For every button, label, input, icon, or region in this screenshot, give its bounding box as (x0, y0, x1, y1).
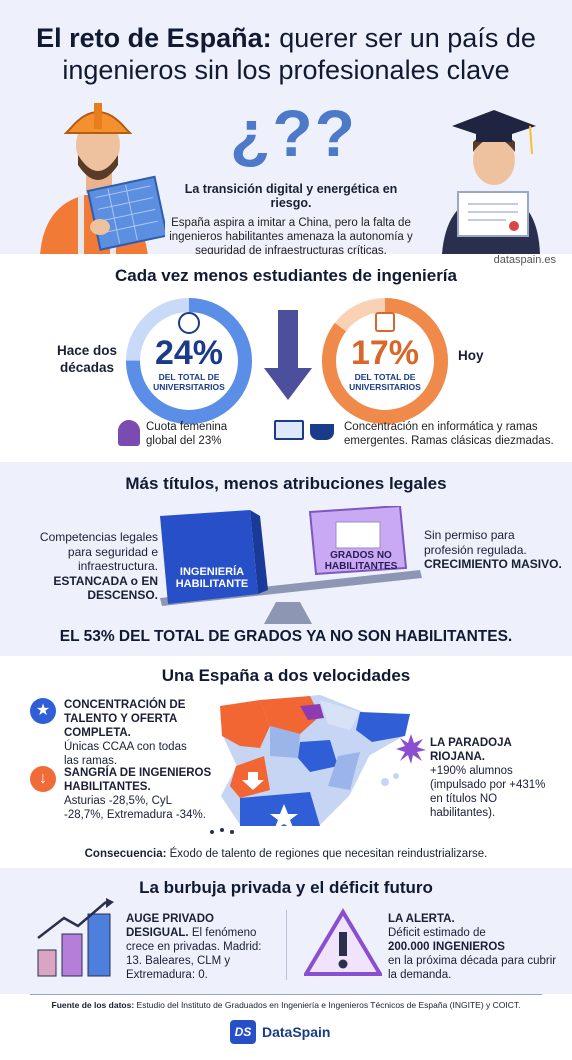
bubble-left: AUGE PRIVADO DESIGUAL. El fenómeno crece… (126, 913, 262, 981)
calendar-icon (375, 312, 395, 332)
titles-title: Más títulos, menos atribuciones legales (125, 474, 447, 493)
spain-map (210, 693, 411, 834)
left-caption: DEL TOTAL DE UNIVERSITARIOS (153, 372, 225, 392)
students-title: Cada vez menos estudiantes de ingeniería (114, 266, 457, 285)
spain-item3: LA PARADOJA RIOJANA. +190% alumnos (impul… (430, 737, 546, 819)
spain-consequence: Consecuencia: Éxodo de talento de region… (84, 848, 488, 860)
concentration-text: Concentración en informática y ramas eme… (344, 421, 554, 447)
down-arrow-badge-icon: ↓ (30, 766, 56, 792)
bubble-right: LA ALERTA. Déficit estimado de 200.000 I… (388, 913, 557, 981)
star-icon: ★ (30, 698, 56, 724)
female-text: Cuota femenina global del 23% (146, 421, 228, 447)
right-caption: DEL TOTAL DE UNIVERSITARIOS (349, 372, 421, 392)
graduate-illustration (442, 110, 540, 254)
titles-stat: EL 53% DEL TOTAL DE GRADOS YA NO SON HAB… (59, 628, 513, 645)
footer-source: Fuente de los datos: Estudio del Institu… (51, 1000, 521, 1010)
spain-item2: SANGRÍA DE INGENIEROS HABILITANTES. Astur… (64, 767, 212, 821)
header-subtitle: La transición digital y energética en ri… (169, 182, 413, 257)
computer-icon (274, 420, 304, 440)
question-marks: ¿?? (230, 96, 357, 170)
left-label: Hace dos décadas (56, 343, 118, 375)
titles-left-text: Competencias legales para seguridad e in… (39, 530, 158, 602)
page-title: El reto de España: querer ser un país de… (36, 23, 536, 85)
spain-title: Una España a dos velocidades (161, 666, 411, 685)
divider (286, 910, 287, 980)
buildings-icon (37, 898, 114, 977)
woman-icon (118, 420, 140, 446)
warning-icon (304, 908, 382, 976)
right-label: Hoy (458, 348, 484, 363)
students-section: dataspain.es Cada vez menos estudiantes … (0, 254, 572, 462)
titles-right-text: Sin permiso para profesión regulada. CRE… (424, 528, 562, 571)
box-left-label: INGENIERÍA HABILITANTE (175, 566, 249, 590)
balance-scale (160, 506, 422, 624)
burst-icon (396, 734, 426, 764)
bubble-section: La burbuja privada y el déficit futuro A… (0, 868, 572, 994)
brand-name: DataSpain (262, 1024, 331, 1040)
clock-icon (178, 312, 200, 334)
box-right-label: GRADOS NO HABILITANTES (324, 550, 398, 572)
site-url: dataspain.es (493, 254, 556, 266)
spain-section: Una España a dos velocidades ★ CONCENTRA… (0, 656, 572, 868)
left-value: 24% (154, 334, 224, 372)
down-arrow-icon (264, 310, 312, 400)
bubble-title: La burbuja privada y el déficit futuro (139, 878, 433, 897)
engineer-illustration (40, 103, 165, 255)
header-section: El reto de España: querer ser un país de… (0, 0, 572, 257)
spain-item1: CONCENTRACIÓN DE TALENTO Y OFERTA COMPLE… (64, 699, 187, 767)
footer: Fuente de los datos: Estudio del Institu… (0, 994, 572, 1060)
titles-section: Más títulos, menos atribuciones legales … (0, 462, 572, 656)
ship-icon (310, 424, 334, 440)
dataspain-logo-icon: DS (230, 1020, 256, 1044)
right-value: 17% (350, 334, 420, 372)
